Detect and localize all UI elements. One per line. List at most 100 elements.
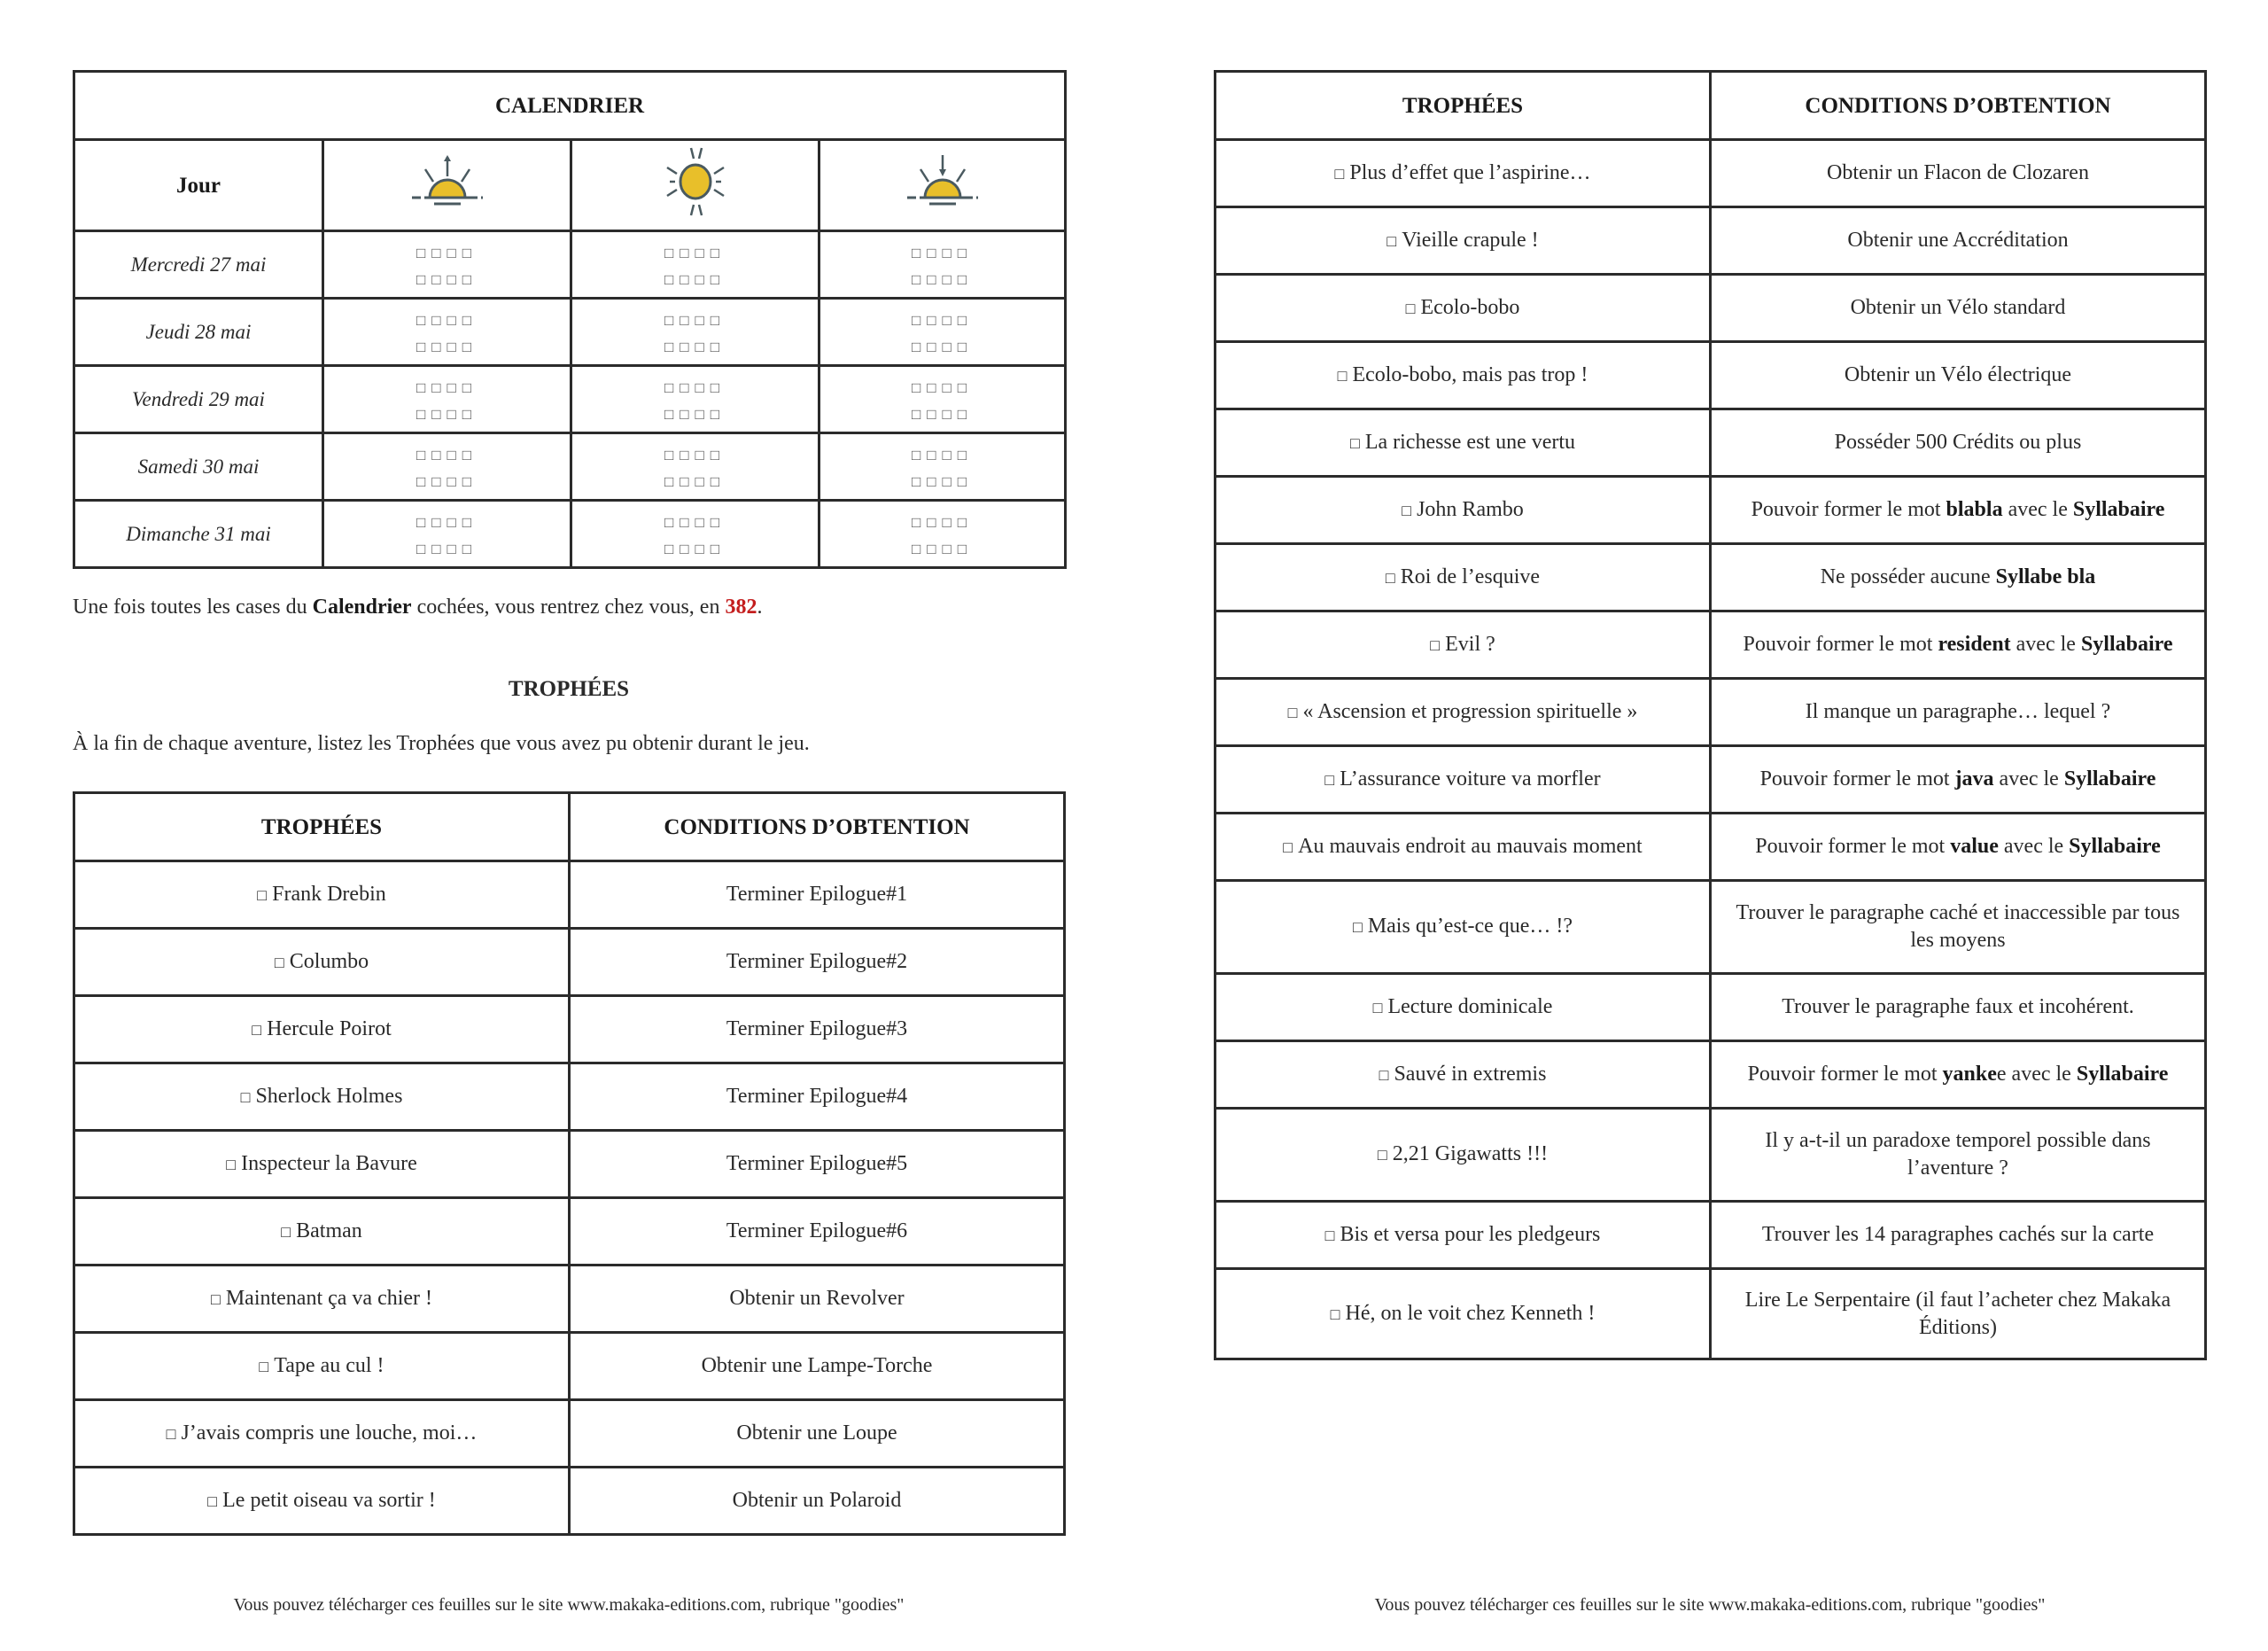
checkbox-group[interactable]: □□□□ □□□□ [322, 432, 572, 502]
checkbox-icon[interactable]: □ [166, 1424, 176, 1443]
trophy-cell[interactable]: □ Sauvé in extremis [1214, 1040, 1712, 1110]
checkbox-row[interactable]: □□□□ [664, 540, 726, 557]
trophy-cell[interactable]: □ Sherlock Holmes [73, 1062, 571, 1132]
checkbox-row[interactable]: □□□□ [911, 338, 974, 355]
checkbox-row[interactable]: □□□□ [911, 378, 974, 396]
checkbox-group[interactable]: □□□□ □□□□ [817, 499, 1068, 569]
checkbox-row[interactable]: □□□□ [664, 405, 726, 423]
trophy-cell[interactable]: □ Le petit oiseau va sortir ! [73, 1466, 571, 1536]
checkbox-row[interactable]: □□□□ [664, 513, 726, 531]
checkbox-icon[interactable]: □ [1377, 1146, 1387, 1164]
checkbox-row[interactable]: □□□□ [416, 311, 478, 329]
checkbox-icon[interactable]: □ [1402, 501, 1412, 519]
trophy-cell[interactable]: □ Mais qu’est-ce que… !? [1214, 879, 1712, 975]
trophy-cell[interactable]: □ Lecture dominicale [1214, 972, 1712, 1042]
checkbox-row[interactable]: □□□□ [911, 472, 974, 490]
checkbox-group[interactable]: □□□□ □□□□ [322, 499, 572, 569]
checkbox-row[interactable]: □□□□ [664, 244, 726, 261]
checkbox-icon[interactable]: □ [1385, 568, 1395, 587]
checkbox-row[interactable]: □□□□ [911, 446, 974, 463]
trophy-cell[interactable]: □ Bis et versa pour les pledgeurs [1214, 1200, 1712, 1270]
trophy-cell[interactable]: □ 2,21 Gigawatts !!! [1214, 1107, 1712, 1203]
checkbox-icon[interactable]: □ [1287, 703, 1298, 721]
checkbox-icon[interactable]: □ [281, 1222, 291, 1241]
trophy-cell[interactable]: □ Hercule Poirot [73, 994, 571, 1064]
trophy-cell[interactable]: □ Maintenant ça va chier ! [73, 1264, 571, 1334]
trophy-cell[interactable]: □ John Rambo [1214, 475, 1712, 545]
checkbox-row[interactable]: □□□□ [416, 405, 478, 423]
trophy-cell[interactable]: □ Roi de l’esquive [1214, 542, 1712, 612]
checkbox-group[interactable]: □□□□ □□□□ [322, 297, 572, 367]
trophy-cell[interactable]: □ La richesse est une vertu [1214, 408, 1712, 478]
checkbox-icon[interactable]: □ [226, 1155, 237, 1173]
checkbox-icon[interactable]: □ [1283, 837, 1293, 856]
checkbox-group[interactable]: □□□□ □□□□ [570, 364, 820, 434]
checkbox-row[interactable]: □□□□ [664, 338, 726, 355]
condition-segment: Terminer Epilogue#1 [726, 883, 908, 906]
trophy-cell[interactable]: □ Vieille crapule ! [1214, 206, 1712, 276]
trophy-cell[interactable]: □ Tape au cul ! [73, 1331, 571, 1401]
checkbox-icon[interactable]: □ [1330, 1304, 1340, 1323]
checkbox-row[interactable]: □□□□ [911, 270, 974, 288]
trophy-cell[interactable]: □ Batman [73, 1196, 571, 1266]
checkbox-group[interactable]: □□□□ □□□□ [570, 230, 820, 300]
trophy-cell[interactable]: □ L’assurance voiture va morfler [1214, 744, 1712, 814]
checkbox-icon[interactable]: □ [1386, 231, 1397, 250]
trophy-cell[interactable]: □ Plus d’effet que l’aspirine… [1214, 138, 1712, 208]
checkbox-icon[interactable]: □ [1379, 1065, 1389, 1084]
checkbox-group[interactable]: □□□□ □□□□ [817, 297, 1068, 367]
checkbox-row[interactable]: □□□□ [664, 446, 726, 463]
checkbox-row[interactable]: □□□□ [664, 472, 726, 490]
trophy-cell[interactable]: □ J’avais compris une louche, moi… [73, 1398, 571, 1468]
trophy-cell[interactable]: □ Ecolo-bobo [1214, 273, 1712, 343]
checkbox-row[interactable]: □□□□ [911, 405, 974, 423]
trophy-cell[interactable]: □ Evil ? [1214, 610, 1712, 680]
checkbox-icon[interactable]: □ [1405, 299, 1416, 317]
trophy-cell[interactable]: □ Columbo [73, 927, 571, 997]
checkbox-icon[interactable]: □ [274, 953, 284, 971]
checkbox-icon[interactable]: □ [1337, 366, 1348, 385]
checkbox-group[interactable]: □□□□ □□□□ [817, 364, 1068, 434]
checkbox-row[interactable]: □□□□ [911, 513, 974, 531]
checkbox-icon[interactable]: □ [1324, 1226, 1335, 1244]
checkbox-row[interactable]: □□□□ [911, 244, 974, 261]
checkbox-icon[interactable]: □ [1324, 770, 1335, 789]
checkbox-row[interactable]: □□□□ [416, 472, 478, 490]
trophy-cell[interactable]: □ Au mauvais endroit au mauvais moment [1214, 812, 1712, 882]
checkbox-icon[interactable]: □ [259, 1357, 269, 1375]
checkbox-row[interactable]: □□□□ [664, 311, 726, 329]
checkbox-group[interactable]: □□□□ □□□□ [322, 364, 572, 434]
checkbox-row[interactable]: □□□□ [416, 378, 478, 396]
checkbox-icon[interactable]: □ [240, 1087, 251, 1106]
trophy-cell[interactable]: □ Inspecteur la Bavure [73, 1129, 571, 1199]
checkbox-icon[interactable]: □ [1334, 164, 1345, 183]
checkbox-row[interactable]: □□□□ [416, 540, 478, 557]
checkbox-group[interactable]: □□□□ □□□□ [570, 499, 820, 569]
checkbox-group[interactable]: □□□□ □□□□ [817, 230, 1068, 300]
checkbox-icon[interactable]: □ [1430, 635, 1441, 654]
checkbox-icon[interactable]: □ [257, 885, 268, 904]
trophy-cell[interactable]: □ Ecolo-bobo, mais pas trop ! [1214, 340, 1712, 410]
checkbox-icon[interactable]: □ [1352, 918, 1363, 936]
checkbox-icon[interactable]: □ [1372, 998, 1383, 1016]
checkbox-icon[interactable]: □ [1349, 433, 1360, 452]
checkbox-row[interactable]: □□□□ [664, 270, 726, 288]
trophy-cell[interactable]: □ Hé, on le voit chez Kenneth ! [1214, 1267, 1712, 1360]
checkbox-group[interactable]: □□□□ □□□□ [570, 432, 820, 502]
trophy-cell[interactable]: □ Frank Drebin [73, 860, 571, 930]
checkbox-group[interactable]: □□□□ □□□□ [570, 297, 820, 367]
checkbox-row[interactable]: □□□□ [911, 311, 974, 329]
checkbox-icon[interactable]: □ [207, 1491, 218, 1510]
checkbox-row[interactable]: □□□□ [416, 270, 478, 288]
checkbox-row[interactable]: □□□□ [416, 446, 478, 463]
checkbox-row[interactable]: □□□□ [416, 513, 478, 531]
trophy-cell[interactable]: □ « Ascension et progression spirituelle … [1214, 677, 1712, 747]
checkbox-row[interactable]: □□□□ [416, 244, 478, 261]
checkbox-group[interactable]: □□□□ □□□□ [817, 432, 1068, 502]
checkbox-icon[interactable]: □ [210, 1289, 221, 1308]
checkbox-row[interactable]: □□□□ [664, 378, 726, 396]
checkbox-group[interactable]: □□□□ □□□□ [322, 230, 572, 300]
checkbox-row[interactable]: □□□□ [911, 540, 974, 557]
checkbox-icon[interactable]: □ [252, 1020, 262, 1039]
checkbox-row[interactable]: □□□□ [416, 338, 478, 355]
